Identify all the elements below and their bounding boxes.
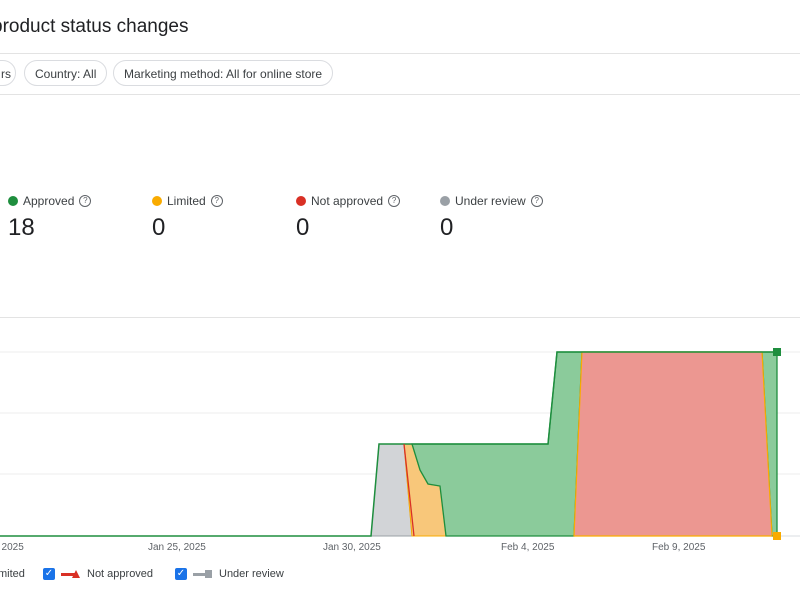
limited-dot-icon — [152, 196, 162, 206]
help-icon[interactable]: ? — [79, 195, 92, 207]
series-line-approved — [0, 351, 777, 537]
x-tick-label: Jan 25, 2025 — [148, 542, 206, 553]
stat-not-approved: Not approved ? 0 — [296, 194, 401, 242]
checkbox-checked-icon[interactable]: ✓ — [175, 568, 187, 580]
under-review-dot-icon — [440, 196, 450, 206]
legend-under-review[interactable]: ✓ Under review — [175, 568, 284, 580]
legend-label: mited — [0, 568, 25, 580]
stat-under-review: Under review ? 0 — [440, 194, 543, 242]
help-icon[interactable]: ? — [210, 195, 223, 207]
header-divider — [0, 53, 800, 54]
filter-chip-country[interactable]: Country: All — [24, 60, 108, 86]
stat-label: Not approved — [311, 194, 384, 208]
x-tick-label: Feb 9, 2025 — [652, 542, 706, 553]
filter-divider — [0, 94, 800, 95]
limited-end-marker[interactable] — [773, 532, 781, 540]
not-approved-dot-icon — [296, 196, 306, 206]
legend-not-approved[interactable]: ✓ Not approved — [43, 568, 153, 580]
stat-value: 18 — [8, 214, 35, 241]
legend-label: Not approved — [87, 568, 154, 580]
x-tick-label: , 2025 — [0, 542, 24, 553]
filter-chip-marketing-method[interactable]: Marketing method: All for online store — [113, 60, 334, 86]
x-tick-label: Feb 4, 2025 — [501, 542, 555, 553]
stat-limited: Limited ? 0 — [152, 194, 223, 242]
help-icon[interactable]: ? — [388, 195, 401, 207]
stat-value: 0 — [440, 214, 454, 241]
stat-label: Limited — [167, 194, 206, 208]
legend-label: Under review — [219, 568, 284, 580]
page-title: product status changes — [0, 16, 189, 37]
stat-label: Approved — [23, 194, 75, 208]
approved-dot-icon — [8, 196, 18, 206]
not-approved-legend-swatch-icon — [61, 570, 80, 578]
series-line-not-approved — [403, 443, 415, 537]
help-icon[interactable]: ? — [530, 195, 543, 207]
x-tick-label: Jan 30, 2025 — [323, 542, 381, 553]
approved-end-marker[interactable] — [773, 348, 781, 356]
stat-label: Under review — [455, 194, 526, 208]
legend-limited[interactable]: mited — [0, 568, 25, 580]
stat-value: 0 — [152, 214, 166, 241]
stats-divider — [0, 317, 800, 318]
filter-chip-truncated[interactable]: rs — [0, 60, 16, 86]
stat-value: 0 — [296, 214, 310, 241]
status-area-chart: , 2025 Jan 25, 2025 Jan 30, 2025 Feb 4, … — [0, 348, 800, 553]
series-area-not-approved — [573, 351, 773, 537]
checkbox-checked-icon[interactable]: ✓ — [43, 568, 55, 580]
stat-approved: Approved ? 18 — [8, 194, 92, 242]
under-review-legend-swatch-icon — [193, 570, 212, 578]
